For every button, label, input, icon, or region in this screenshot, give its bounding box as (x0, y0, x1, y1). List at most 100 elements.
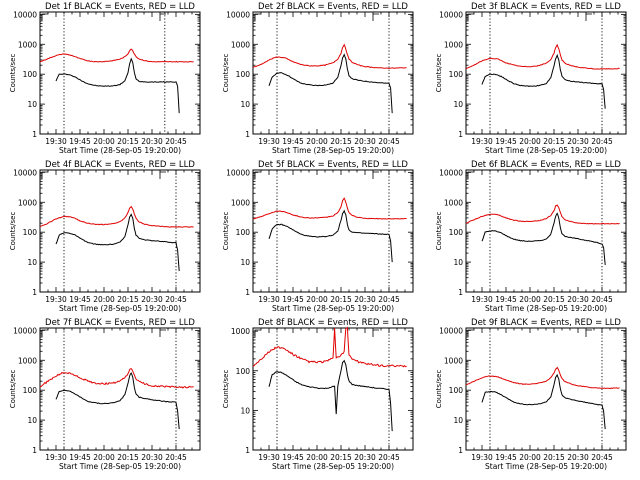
y-axis-label: Counts/sec (222, 212, 230, 251)
x-tick-label: 20:30 (567, 137, 589, 146)
y-tick-label: 10 (453, 100, 463, 109)
y-tick-label: 1000 (444, 40, 463, 49)
state-glyph-left (254, 13, 261, 21)
y-axis-label: Counts/sec (222, 370, 230, 409)
x-axis-label: Start Time (28-Sep-05 19:20:00) (272, 462, 394, 471)
y-tick-label: 1 (32, 446, 37, 455)
x-axis-label: Start Time (28-Sep-05 19:20:00) (59, 146, 181, 155)
y-axis-label: Counts/sec (9, 54, 17, 93)
y-tick-label: 10000 (13, 10, 37, 19)
detector-panel-3: Det 3f BLACK = Events, RED = LLD 1 10 100 10… (435, 2, 627, 155)
x-tick-label: 19:45 (282, 453, 304, 462)
y-tick-label: 1 (245, 288, 250, 297)
y-tick-label: 100 (236, 367, 251, 376)
x-tick-label: 20:00 (306, 453, 328, 462)
series-line-lld (252, 43, 407, 69)
y-tick-label: 1000 (444, 356, 463, 365)
state-glyph-right (372, 329, 379, 337)
y-tick-label: 1000 (18, 198, 37, 207)
x-tick-label: 19:45 (495, 295, 517, 304)
x-tick-label: 20:00 (519, 453, 541, 462)
y-tick-label: 1 (32, 130, 37, 139)
y-axis-label: Counts/sec (9, 370, 17, 409)
y-tick-label: 1000 (18, 356, 37, 365)
x-tick-label: 19:30 (258, 295, 280, 304)
y-tick-label: 10 (240, 258, 250, 267)
y-axis-label: Counts/sec (9, 212, 17, 251)
state-glyph-right (159, 329, 166, 337)
series-line-lld (465, 366, 620, 390)
x-tick-label: 20:30 (354, 453, 376, 462)
x-tick-label: 20:45 (165, 453, 187, 462)
state-glyph-left (41, 329, 48, 337)
y-tick-label: 1000 (18, 40, 37, 49)
x-tick-label: 19:45 (282, 137, 304, 146)
x-tick-label: 20:15 (330, 453, 352, 462)
x-axis-label: Start Time (28-Sep-05 19:20:00) (59, 462, 181, 471)
x-tick-label: 20:45 (165, 137, 187, 146)
x-tick-label: 19:30 (45, 295, 67, 304)
state-glyph-right (585, 171, 592, 179)
x-tick-label: 20:00 (93, 453, 115, 462)
x-axis-label: Start Time (28-Sep-05 19:20:00) (485, 462, 607, 471)
y-tick-label: 1 (458, 446, 463, 455)
y-axis-label: Counts/sec (435, 370, 443, 409)
x-tick-label: 20:30 (567, 453, 589, 462)
x-tick-label: 19:45 (282, 295, 304, 304)
series-line-events (55, 213, 180, 272)
state-glyph-left (467, 13, 474, 21)
state-glyph-left (254, 171, 261, 179)
y-tick-label: 10000 (13, 168, 37, 177)
state-glyph-left (467, 329, 474, 337)
y-tick-label: 100 (23, 386, 38, 395)
x-tick-label: 20:30 (141, 137, 163, 146)
x-tick-label: 20:15 (330, 137, 352, 146)
detector-panel-4: Det 4f BLACK = Events, RED = LLD 1 10 100 10… (9, 160, 201, 313)
x-tick-label: 19:45 (69, 295, 91, 304)
x-axis-label: Start Time (28-Sep-05 19:20:00) (485, 304, 607, 313)
y-tick-label: 100 (449, 228, 464, 237)
series-line-lld (252, 326, 407, 368)
x-tick-label: 19:30 (45, 453, 67, 462)
x-tick-label: 19:45 (495, 137, 517, 146)
y-tick-label: 1 (458, 288, 463, 297)
panel-title: Det 6f BLACK = Events, RED = LLD (471, 160, 621, 170)
state-glyph-right (585, 329, 592, 337)
state-glyph-left (467, 171, 474, 179)
x-tick-label: 20:15 (330, 295, 352, 304)
x-tick-label: 20:30 (354, 137, 376, 146)
panel-title: Det 5f BLACK = Events, RED = LLD (258, 160, 408, 170)
x-tick-label: 20:15 (117, 137, 139, 146)
series-line-events (481, 373, 606, 430)
detector-panel-2: Det 2f BLACK = Events, RED = LLD 1 10 100 10… (222, 2, 414, 155)
panel-title: Det 2f BLACK = Events, RED = LLD (258, 2, 408, 12)
y-tick-label: 10 (27, 258, 37, 267)
x-tick-label: 20:45 (378, 295, 400, 304)
series-line-lld (465, 204, 620, 225)
x-tick-label: 20:30 (354, 295, 376, 304)
panel-title: Det 4f BLACK = Events, RED = LLD (45, 160, 195, 170)
x-tick-label: 20:30 (141, 295, 163, 304)
x-tick-label: 19:45 (69, 453, 91, 462)
x-axis-label: Start Time (28-Sep-05 19:20:00) (485, 146, 607, 155)
y-tick-label: 1000 (231, 198, 250, 207)
x-tick-label: 19:30 (471, 295, 493, 304)
series-line-lld (465, 43, 620, 70)
y-tick-label: 100 (23, 228, 38, 237)
y-tick-label: 1000 (444, 198, 463, 207)
x-tick-label: 20:45 (591, 295, 613, 304)
x-tick-label: 20:00 (93, 137, 115, 146)
detector-panel-5: Det 5f BLACK = Events, RED = LLD 1 10 100 10… (222, 160, 414, 313)
x-axis-label: Start Time (28-Sep-05 19:20:00) (59, 304, 181, 313)
series-line-lld (39, 205, 194, 228)
y-tick-label: 1000 (231, 40, 250, 49)
x-tick-label: 20:15 (543, 137, 565, 146)
y-tick-label: 10 (453, 416, 463, 425)
x-tick-label: 20:00 (93, 295, 115, 304)
x-tick-label: 19:30 (471, 137, 493, 146)
x-axis-label: Start Time (28-Sep-05 19:20:00) (272, 304, 394, 313)
y-tick-label: 1 (245, 446, 250, 455)
x-tick-label: 20:00 (306, 137, 328, 146)
x-tick-label: 20:15 (117, 295, 139, 304)
